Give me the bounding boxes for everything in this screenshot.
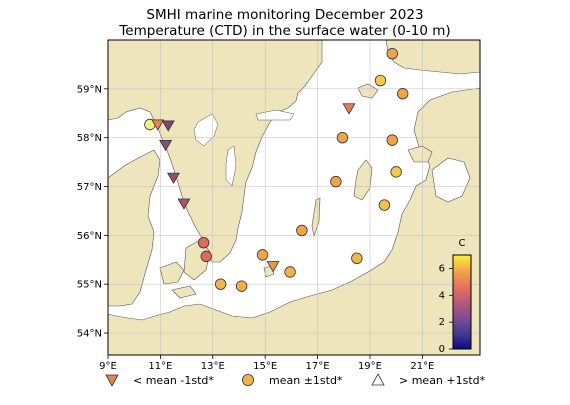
land-aland	[357, 83, 379, 99]
station-marker-9	[235, 280, 248, 292]
x-tick-label: 21°E	[410, 361, 434, 372]
land-oland	[311, 197, 321, 238]
land-funen	[159, 261, 185, 285]
station-marker-3	[159, 139, 173, 152]
circle-icon	[242, 374, 254, 386]
station-marker-12	[284, 266, 296, 278]
land-layer	[108, 40, 480, 355]
land-jutland	[108, 149, 161, 307]
lake-vattern	[225, 145, 237, 187]
station-marker-17	[351, 252, 363, 265]
legend-item-above-mean: > mean +1std*	[371, 373, 485, 387]
down-triangle-icon	[105, 374, 119, 387]
axis-ticks: 9°E 11°E 13°E 15°E 17°E 19°E 21°E 54°N 55°N 56°N 5…	[77, 84, 435, 372]
x-tick-label: 17°E	[306, 361, 330, 372]
station-markers	[144, 47, 409, 292]
station-marker-6	[197, 236, 210, 249]
y-tick-label: 56°N	[77, 231, 102, 242]
colorbar: C 0 2 4 6	[439, 238, 472, 355]
x-tick-label: 11°E	[148, 361, 172, 372]
station-marker-20	[386, 47, 398, 60]
station-marker-18	[374, 74, 387, 87]
chart-subtitle: Temperature (CTD) in the surface water (…	[119, 23, 451, 39]
x-tick-label: 15°E	[253, 361, 277, 372]
y-tick-label: 57°N	[77, 182, 102, 193]
x-tick-label: 9°E	[99, 361, 117, 372]
lake-malaren	[255, 109, 295, 121]
land-gotland	[353, 159, 373, 201]
grid-lines	[108, 40, 480, 355]
legend: < mean -1std* mean ±1std* > mean +1std*	[0, 373, 570, 393]
land-saaremaa	[407, 145, 433, 163]
chart-title: SMHI marine monitoring December 2023	[146, 7, 424, 23]
colorbar-tick-label: 2	[439, 317, 445, 328]
legend-label-mean: mean ±1std*	[269, 373, 343, 387]
station-marker-10	[256, 249, 269, 261]
colorbar-label: C	[459, 238, 466, 249]
y-tick-label: 59°N	[77, 84, 102, 95]
station-marker-21	[386, 134, 398, 146]
colorbar-tick-label: 4	[439, 290, 445, 301]
station-marker-1	[151, 119, 165, 131]
x-tick-label: 19°E	[358, 361, 382, 372]
legend-item-mean: mean ±1std*	[241, 373, 342, 387]
colorbar-tick-label: 0	[439, 344, 445, 355]
map-frame	[107, 39, 481, 356]
y-tick-label: 58°N	[77, 133, 102, 144]
y-tick-label: 55°N	[77, 280, 102, 291]
colorbar-tick-label: 6	[439, 263, 445, 274]
station-marker-4	[166, 172, 180, 184]
x-tick-label: 13°E	[201, 361, 225, 372]
station-marker-7	[200, 250, 212, 263]
legend-item-below-mean: < mean -1std*	[105, 373, 214, 387]
station-marker-22	[390, 166, 402, 178]
station-marker-23	[397, 88, 409, 100]
station-marker-16	[342, 103, 356, 115]
station-marker-13	[296, 224, 308, 237]
water-gulf-of-riga	[431, 157, 471, 203]
legend-label-above-mean: > mean +1std*	[399, 373, 486, 387]
station-marker-5	[177, 198, 191, 210]
station-marker-19	[378, 199, 391, 211]
station-marker-11	[266, 261, 280, 273]
station-marker-8	[214, 278, 227, 290]
colorbar-ticks: 0 2 4 6	[439, 263, 453, 355]
land-lolland	[171, 285, 197, 299]
up-triangle-icon	[371, 373, 385, 386]
station-marker-15	[336, 131, 349, 144]
colorbar-gradient	[452, 254, 472, 350]
legend-label-below-mean: < mean -1std*	[133, 373, 214, 387]
station-marker-14	[330, 175, 342, 188]
station-marker-2	[161, 120, 175, 132]
y-tick-label: 54°N	[77, 329, 102, 340]
